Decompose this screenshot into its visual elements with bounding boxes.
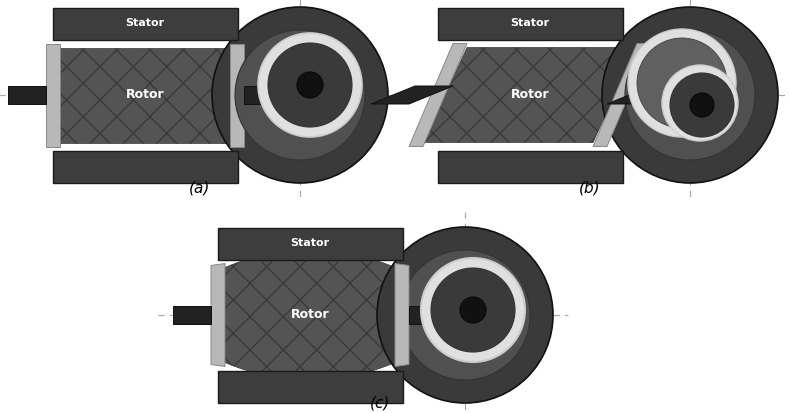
Polygon shape — [230, 43, 244, 147]
Circle shape — [431, 268, 515, 352]
Circle shape — [460, 297, 486, 323]
Text: (a): (a) — [190, 180, 211, 195]
Polygon shape — [244, 86, 282, 104]
Text: Rotor: Rotor — [510, 88, 549, 102]
Polygon shape — [607, 86, 689, 104]
Polygon shape — [52, 150, 238, 183]
Polygon shape — [593, 43, 651, 147]
Circle shape — [297, 72, 323, 98]
Polygon shape — [8, 86, 46, 104]
Polygon shape — [52, 7, 238, 40]
Text: (b): (b) — [579, 180, 601, 195]
Polygon shape — [211, 263, 225, 366]
Circle shape — [690, 93, 714, 117]
Polygon shape — [173, 306, 211, 324]
Circle shape — [235, 30, 365, 160]
Text: (c): (c) — [370, 396, 390, 411]
Polygon shape — [423, 47, 637, 142]
Circle shape — [625, 30, 755, 160]
Polygon shape — [46, 43, 60, 147]
Circle shape — [602, 7, 778, 183]
Polygon shape — [409, 306, 447, 324]
Circle shape — [258, 33, 362, 137]
Circle shape — [637, 38, 727, 128]
Circle shape — [662, 65, 738, 141]
Circle shape — [628, 29, 736, 137]
Polygon shape — [371, 86, 453, 104]
Circle shape — [377, 227, 553, 403]
Circle shape — [268, 43, 352, 127]
Polygon shape — [225, 249, 395, 380]
Text: Stator: Stator — [126, 19, 164, 28]
Circle shape — [670, 73, 734, 137]
Circle shape — [212, 7, 388, 183]
Polygon shape — [217, 370, 402, 403]
Polygon shape — [438, 150, 623, 183]
Text: Rotor: Rotor — [291, 309, 329, 321]
Text: Rotor: Rotor — [126, 88, 164, 102]
Text: Stator: Stator — [510, 19, 550, 28]
Polygon shape — [395, 263, 409, 366]
Polygon shape — [217, 228, 402, 259]
Polygon shape — [60, 47, 230, 142]
Circle shape — [421, 258, 525, 362]
Circle shape — [400, 250, 530, 380]
Polygon shape — [409, 43, 467, 147]
Polygon shape — [438, 7, 623, 40]
Text: Stator: Stator — [291, 238, 329, 249]
